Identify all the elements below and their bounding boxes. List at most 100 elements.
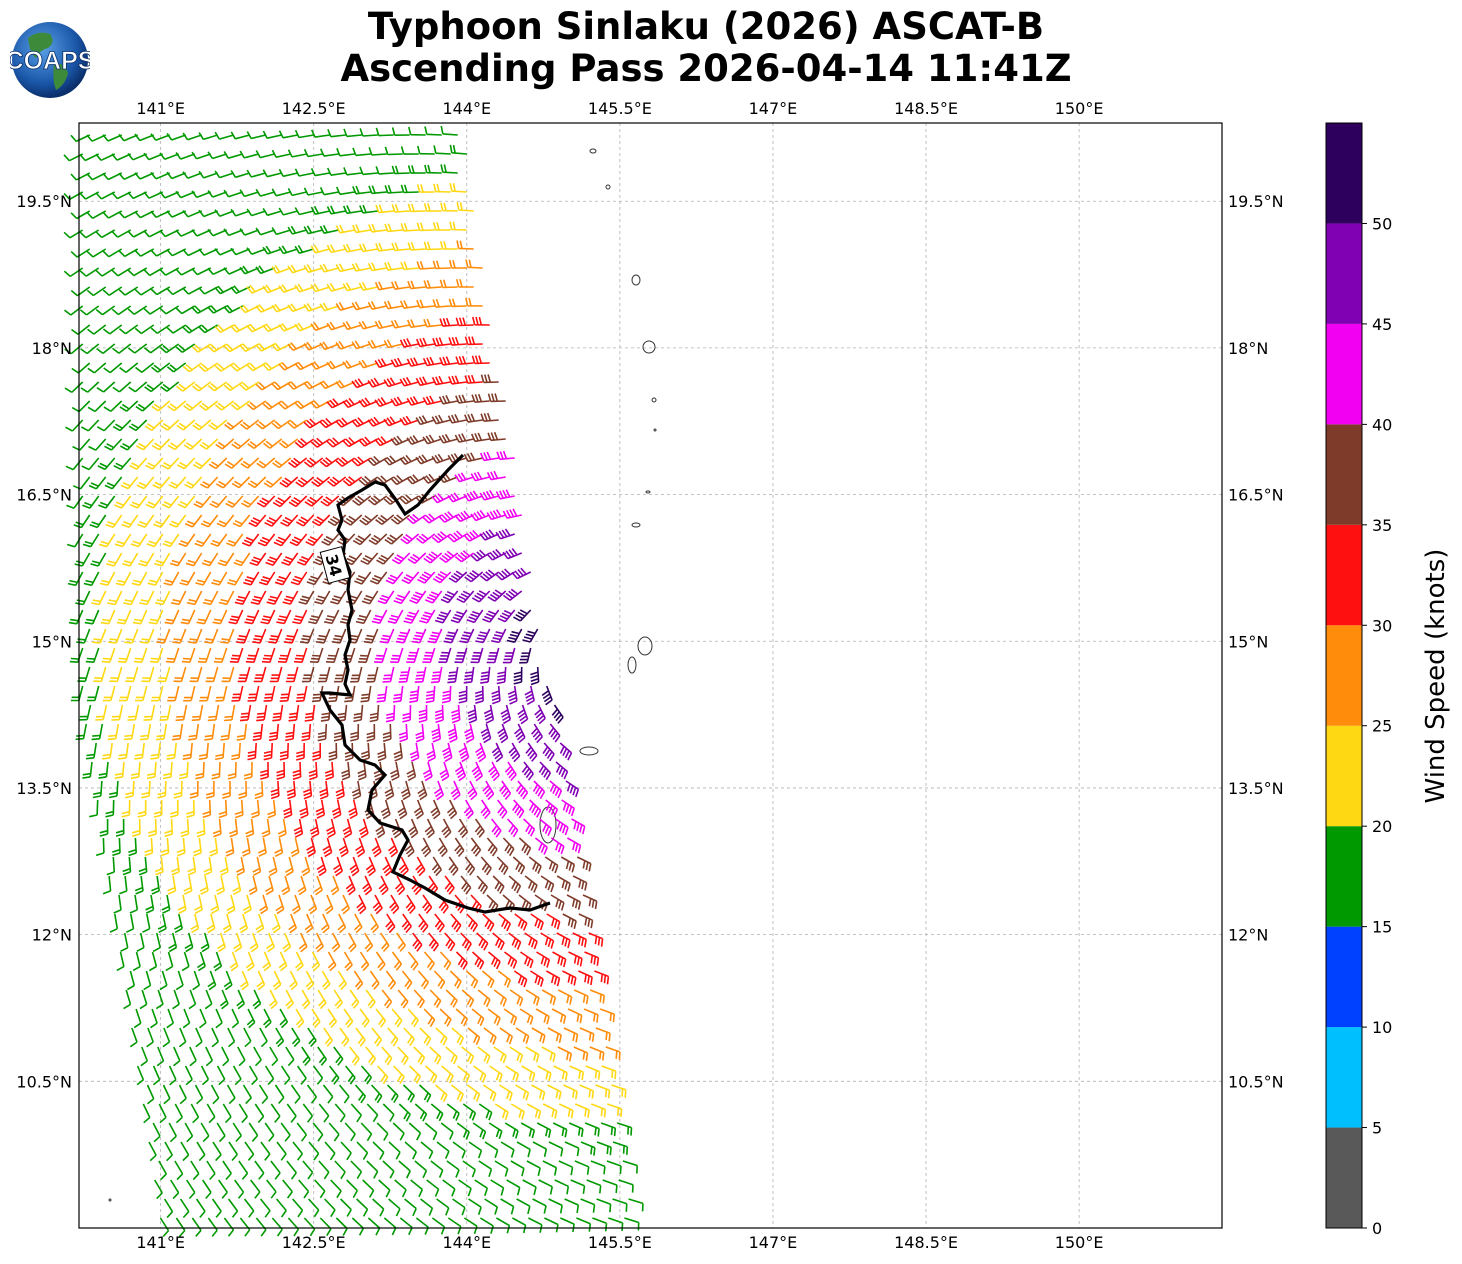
wind-barb (270, 1160, 281, 1180)
wind-barb (390, 396, 410, 407)
wind-barb (539, 818, 553, 837)
wind-barb (471, 761, 484, 782)
wind-barb (134, 248, 155, 257)
wind-barb (253, 1046, 262, 1067)
colorbar-tick-label: 10 (1372, 1018, 1392, 1037)
wind-barb (416, 222, 435, 232)
wind-barb (294, 283, 314, 293)
wind-barb (181, 647, 196, 663)
wind-barb (616, 1122, 633, 1136)
wind-barb (479, 451, 499, 462)
wind-barb (465, 259, 483, 269)
wind-barb (311, 951, 321, 972)
wind-barb (463, 452, 483, 463)
wind-barb (297, 875, 307, 896)
wind-barb (480, 666, 491, 684)
wind-barb (537, 1065, 552, 1082)
wind-barb (547, 1027, 562, 1043)
wind-barb (155, 723, 168, 741)
wind-barb (195, 1027, 203, 1048)
wind-barb (294, 129, 314, 139)
wind-barb (167, 400, 187, 412)
wind-barb (227, 1027, 236, 1048)
wind-barb (211, 1027, 220, 1048)
wind-barb (439, 317, 458, 327)
wind-barb (520, 1122, 536, 1139)
wind-barb (80, 381, 100, 393)
wind-barb (224, 419, 244, 430)
wind-barb (214, 362, 235, 372)
wind-barb (292, 1141, 304, 1161)
wind-barb (246, 362, 267, 372)
wind-barb (359, 128, 378, 137)
wind-barb (429, 1046, 442, 1065)
island-outline (631, 274, 641, 286)
wind-barb (606, 1160, 622, 1174)
wind-barb (352, 185, 371, 195)
wind-barb (306, 571, 324, 586)
wind-barb (367, 262, 387, 272)
wind-barb (275, 1027, 285, 1048)
wind-barb (380, 799, 391, 820)
wind-barb (191, 1217, 202, 1237)
wind-barb (415, 415, 435, 426)
wind-barb (225, 495, 244, 508)
wind-barb (113, 894, 122, 914)
wind-barb (335, 456, 356, 467)
wind-barb (419, 609, 436, 624)
wind-barb (202, 1179, 212, 1200)
wind-barb (214, 742, 225, 761)
lon-tick-label-top: 150°E (1055, 99, 1104, 118)
wind-barb (230, 247, 250, 256)
wind-barb (371, 837, 382, 858)
wind-barb (402, 704, 412, 723)
wind-barb (568, 951, 583, 967)
colorbar-label: Wind Speed (knots) (1421, 549, 1451, 804)
wind-barb (381, 989, 393, 1009)
wind-barb (296, 1122, 308, 1142)
wind-barb (296, 514, 315, 527)
wind-barb (234, 590, 251, 605)
wind-barb (404, 837, 415, 858)
wind-barb (314, 1179, 326, 1199)
coaps-logo: COAPS (10, 22, 90, 98)
wind-barb (199, 685, 212, 702)
wind-barb (214, 131, 234, 140)
wind-barb (243, 761, 253, 780)
wind-barb (98, 495, 116, 509)
wind-barb (434, 913, 445, 933)
wind-barb (291, 1198, 304, 1218)
wind-barb (263, 685, 276, 702)
wind-barb (296, 552, 315, 566)
wind-barb (239, 189, 259, 198)
lon-tick-label-top: 144°E (442, 99, 491, 118)
wind-barb (294, 400, 315, 410)
wind-barb (214, 400, 235, 411)
wind-barb (393, 590, 411, 605)
wind-barb (488, 761, 500, 782)
wind-barb (114, 533, 132, 548)
wind-barb (319, 225, 339, 234)
wind-barb (319, 417, 340, 429)
wind-barb (314, 875, 323, 896)
wind-barb (531, 1027, 546, 1044)
wind-barb (279, 1008, 289, 1029)
wind-barb (547, 1084, 562, 1100)
wind-barb (382, 856, 393, 877)
wind-barb (544, 856, 559, 874)
wind-barb (75, 590, 91, 606)
wind-barb (390, 357, 410, 368)
wind-barb (121, 799, 131, 818)
wind-barb (224, 457, 244, 469)
wind-barb (354, 571, 372, 585)
contour-label-box: 34 (319, 546, 351, 584)
wind-barb (294, 437, 315, 449)
wind-barb (471, 1008, 485, 1027)
wind-barb (127, 704, 140, 721)
wind-barb (359, 951, 370, 972)
wind-barb (417, 780, 428, 801)
wind-barb (542, 1160, 558, 1176)
wind-barb (289, 970, 298, 991)
wind-barb (608, 1217, 624, 1231)
wind-barb (328, 742, 338, 761)
